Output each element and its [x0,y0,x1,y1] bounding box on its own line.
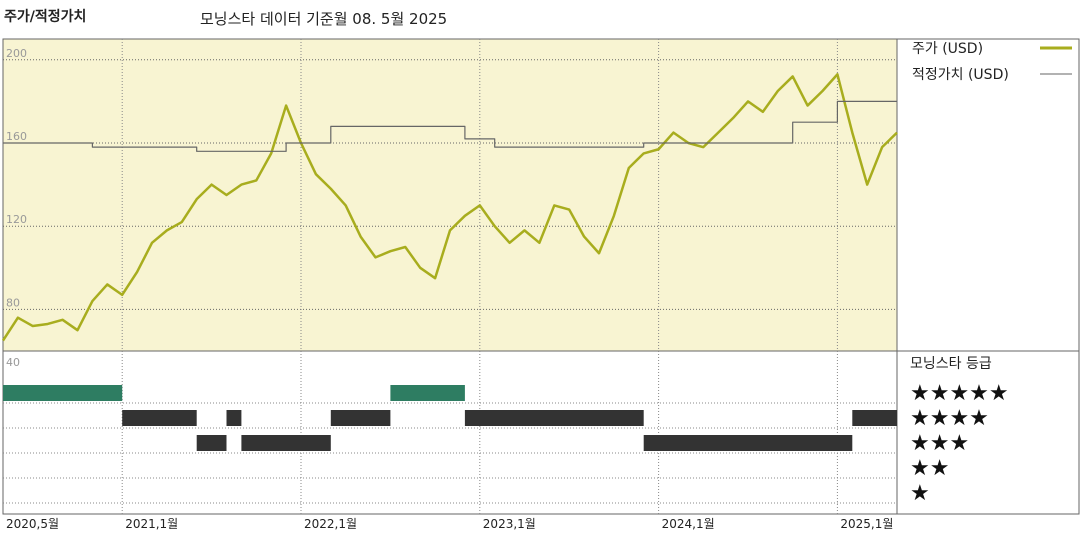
rating-bar-5-star [3,385,123,401]
legend-star-5: ★★★★★ [910,381,1009,406]
rating-bar-3-star [241,435,331,451]
x-tick-label: 2021,1월 [125,517,178,531]
rating-bar-3-star [643,435,853,451]
price-line [1,73,898,342]
rating-bar-4-star [464,410,644,426]
legend-price-label: 주가 (USD) [912,41,983,57]
x-tick-label: 2025,1월 [840,517,893,531]
legend-star-2: ★★ [910,456,949,481]
legend-star-4: ★★★★ [910,406,989,431]
legend-panel [896,38,1080,515]
series-lines [1,73,898,342]
legend-star-3: ★★★ [910,431,969,456]
rating-bar-4-star [852,410,897,426]
rating-bar-4-star [226,410,242,426]
rating-bars [3,385,897,451]
price-plot-area [2,38,898,352]
x-tick-labels: 2020,5월 2021,1월 2022,1월 2023,1월 2024,1월 2025,… [6,517,893,531]
x-tick-label: 2024,1월 [662,517,715,531]
rating-bar-5-star [390,385,465,401]
fair-value-line [3,100,897,152]
legend-rating-title: 모닝스타 등급 [910,356,992,372]
rating-row-lines [3,402,897,504]
y-tick-label: 120 [6,213,27,226]
x-tick-label: 2020,5월 [6,517,59,531]
y-tick-label: 160 [6,130,27,143]
x-tick-label: 2022,1월 [304,517,357,531]
legend-star-1: ★ [910,481,930,506]
y-tick-label: 200 [6,47,27,60]
rating-axis-label: 40 [6,356,20,369]
y-tick-label: 80 [6,296,20,309]
chart-title: 주가/적정가치 [4,9,87,25]
y-tick-labels: 200 160 120 80 [6,47,27,310]
rating-plot-area [2,350,898,515]
rating-bar-3-star [196,435,227,451]
rating-bar-4-star [330,410,391,426]
data-date-subtitle: 모닝스타 데이터 기준월 08. 5월 2025 [200,10,448,28]
legend-fair-value-label: 적정가치 (USD) [912,67,1009,83]
x-tick-label: 2023,1월 [483,517,536,531]
rating-bar-4-star [122,410,197,426]
